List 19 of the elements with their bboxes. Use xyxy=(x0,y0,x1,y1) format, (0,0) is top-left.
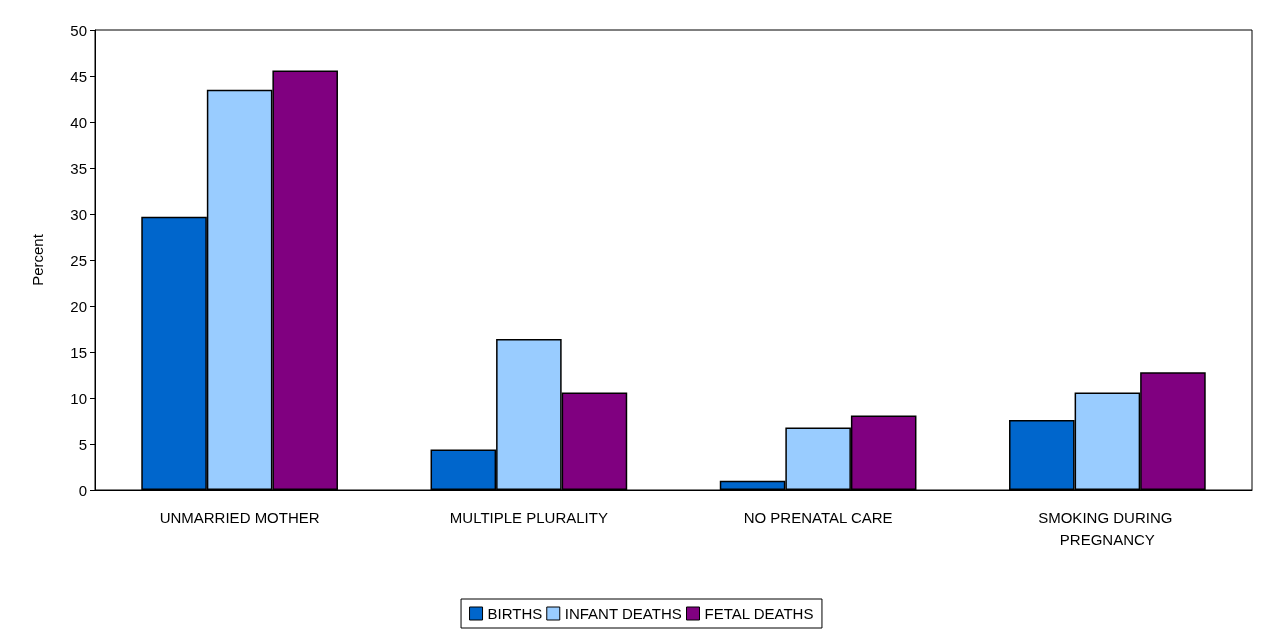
x-tick-label: NO PRENATAL CARE xyxy=(743,508,893,526)
y-tick-label: 15 xyxy=(70,343,87,361)
y-axis-title: Percent xyxy=(29,233,46,286)
y-tick-label: 35 xyxy=(70,159,87,177)
legend-label: FETAL DEATHS xyxy=(704,605,814,622)
legend-label: INFANT DEATHS xyxy=(564,605,682,622)
y-tick-label: 50 xyxy=(70,21,87,39)
y-tick-label: 5 xyxy=(78,435,87,453)
x-tick-label: MULTIPLE PLURALITY xyxy=(449,508,608,526)
x-tick-label: SMOKING DURING PREGNANCY xyxy=(1038,508,1177,548)
legend-label: BIRTHS xyxy=(487,605,543,622)
y-tick-label: 30 xyxy=(70,205,87,223)
x-tick-label: UNMARRIED MOTHER xyxy=(159,508,320,526)
y-tick-label: 10 xyxy=(70,389,87,407)
y-tick-label: 20 xyxy=(70,297,87,315)
y-tick-label: 0 xyxy=(78,481,87,499)
y-tick-label: 45 xyxy=(70,67,87,85)
y-tick-label: 25 xyxy=(70,251,87,269)
y-tick-label: 40 xyxy=(70,113,87,131)
